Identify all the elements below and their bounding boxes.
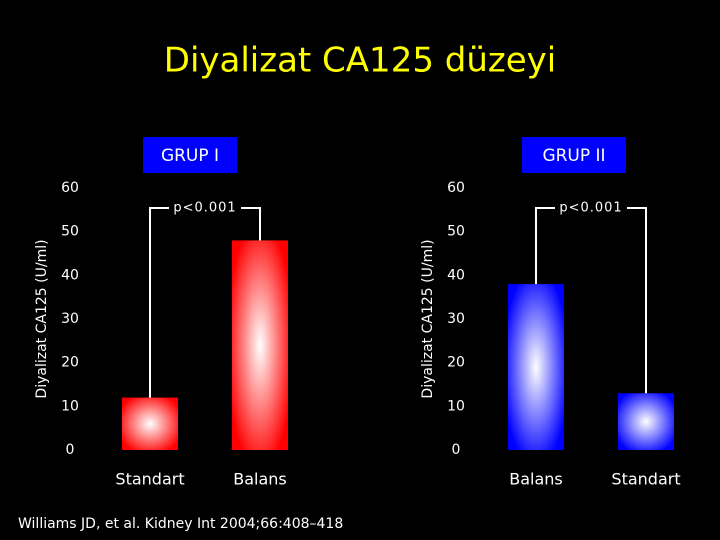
significance-bracket	[535, 207, 647, 394]
x-tick-label: Standart	[115, 470, 184, 489]
y-axis-label: Diyalizat CA125 (U/ml)	[34, 239, 50, 398]
y-axis-label: Diyalizat CA125 (U/ml)	[420, 239, 436, 398]
significance-label: p<0.001	[559, 201, 622, 216]
y-tick-label: 20	[447, 355, 465, 371]
x-tick-label: Balans	[233, 470, 287, 489]
y-tick-label: 60	[61, 180, 79, 196]
y-tick-label: 30	[61, 311, 79, 327]
y-tick-label: 50	[61, 224, 79, 240]
y-tick-label: 10	[61, 398, 79, 414]
group-box	[522, 137, 626, 173]
slide-title: Diyalizat CA125 düzeyi	[164, 41, 556, 81]
y-tick-label: 60	[447, 180, 465, 196]
significance-bracket	[149, 207, 261, 398]
group-title: GRUP I	[161, 146, 219, 166]
y-tick-label: 10	[447, 398, 465, 414]
y-tick-label: 0	[452, 442, 461, 458]
bar	[508, 284, 564, 450]
footnote: Williams JD, et al. Kidney Int 2004;66:4…	[18, 516, 343, 532]
bar	[232, 240, 288, 450]
significance-label: p<0.001	[173, 201, 236, 216]
y-tick-label: 40	[447, 267, 465, 283]
group-title: GRUP II	[542, 146, 605, 166]
group-box	[143, 137, 237, 173]
bar	[122, 397, 178, 450]
y-tick-label: 20	[61, 355, 79, 371]
x-tick-label: Balans	[509, 470, 563, 489]
bar	[618, 393, 674, 450]
x-tick-label: Standart	[611, 470, 680, 489]
y-tick-label: 30	[447, 311, 465, 327]
y-tick-label: 0	[66, 442, 75, 458]
y-tick-label: 40	[61, 267, 79, 283]
y-tick-label: 50	[447, 224, 465, 240]
